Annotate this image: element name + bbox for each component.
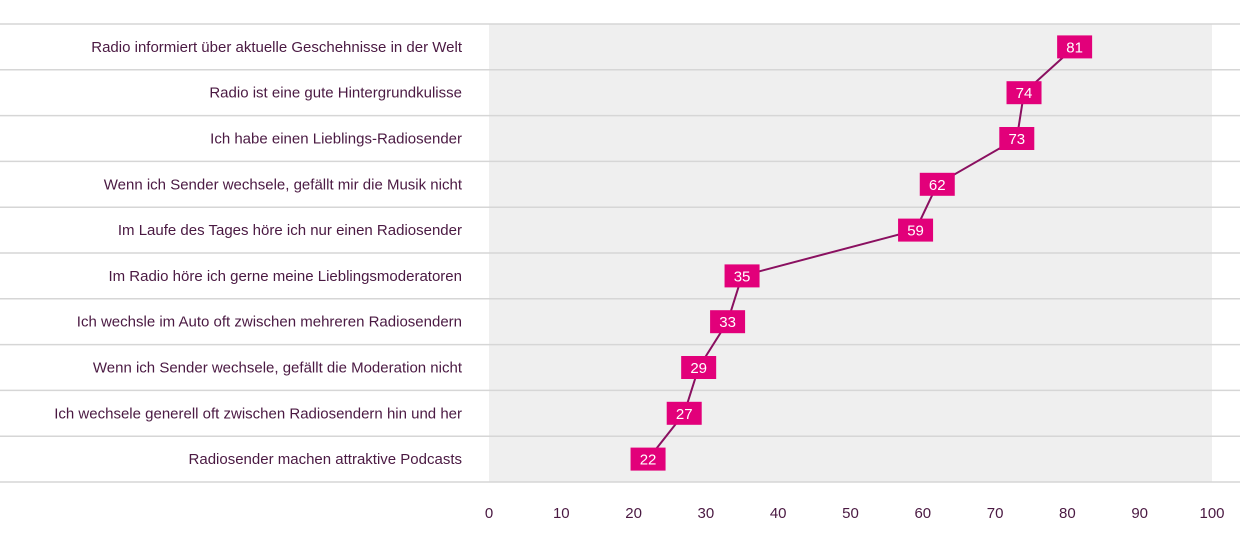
x-tick-label: 40 — [770, 505, 787, 522]
data-marker — [999, 127, 1035, 150]
category-label: Ich wechsele generell oft zwischen Radio… — [54, 405, 462, 422]
data-label: 33 — [719, 314, 736, 331]
data-point: 59 — [898, 218, 934, 242]
data-label: 35 — [734, 268, 751, 285]
category-label: Im Radio höre ich gerne meine Lieblingsm… — [108, 268, 462, 285]
data-marker — [919, 172, 955, 196]
data-label: 29 — [690, 360, 707, 377]
x-tick-label: 0 — [485, 505, 493, 522]
data-point: 73 — [999, 127, 1035, 150]
category-label: Ich wechsle im Auto oft zwischen mehrere… — [77, 314, 462, 331]
category-labels: Radio informiert über aktuelle Geschehni… — [54, 39, 463, 468]
data-point: 74 — [1006, 81, 1042, 105]
series-line — [647, 46, 1076, 460]
x-tick-label: 20 — [625, 505, 642, 522]
category-label: Radio informiert über aktuelle Geschehni… — [91, 39, 463, 56]
grid-lines — [0, 23, 1240, 483]
data-label: 81 — [1066, 39, 1083, 56]
data-point: 35 — [724, 264, 760, 288]
data-label: 73 — [1008, 131, 1025, 148]
data-marker — [681, 356, 717, 379]
data-label: 22 — [640, 452, 657, 469]
category-label: Wenn ich Sender wechsele, gefällt die Mo… — [93, 360, 463, 377]
data-point: 27 — [666, 401, 702, 425]
x-tick-label: 10 — [553, 505, 570, 522]
data-marker — [898, 218, 934, 242]
x-tick-label: 60 — [914, 505, 931, 522]
data-marker — [666, 401, 702, 425]
category-label: Ich habe einen Lieblings-Radiosender — [210, 131, 462, 148]
data-markers: 81 74 73 62 59 35 33 29 27 22 — [630, 35, 1093, 471]
data-marker — [1006, 81, 1042, 105]
category-label: Im Laufe des Tages höre ich nur einen Ra… — [118, 222, 462, 239]
data-label: 62 — [929, 177, 946, 194]
data-marker — [710, 310, 746, 334]
data-point: 29 — [681, 356, 717, 379]
x-tick-label: 30 — [698, 505, 715, 522]
data-point: 62 — [919, 172, 955, 196]
data-marker — [630, 447, 666, 471]
x-tick-label: 80 — [1059, 505, 1076, 522]
data-marker — [1057, 35, 1093, 59]
x-tick-label: 90 — [1131, 505, 1148, 522]
x-tick-label: 50 — [842, 505, 859, 522]
category-label: Radio ist eine gute Hintergrundkulisse — [209, 85, 462, 102]
data-point: 81 — [1057, 35, 1093, 59]
data-point: 22 — [630, 447, 666, 471]
category-label: Wenn ich Sender wechsele, gefällt mir di… — [104, 176, 463, 193]
x-axis-ticks: 0 10 20 30 40 50 60 70 80 90 100 — [485, 505, 1225, 522]
category-label: Radiosender machen attraktive Podcasts — [189, 451, 462, 468]
data-marker — [724, 264, 760, 288]
data-point: 33 — [710, 310, 746, 334]
data-label: 59 — [907, 223, 924, 240]
data-label: 74 — [1016, 85, 1033, 102]
data-label: 27 — [676, 406, 693, 423]
x-tick-label: 100 — [1199, 505, 1224, 522]
x-tick-label: 70 — [987, 505, 1004, 522]
